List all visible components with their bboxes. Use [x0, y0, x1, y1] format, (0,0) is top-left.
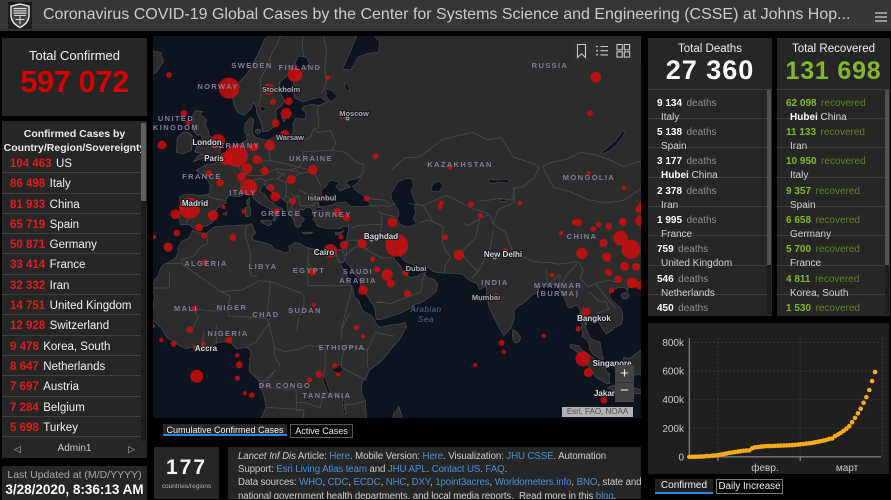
svg-text:ARABIA: ARABIA	[339, 276, 377, 285]
svg-text:Sea: Sea	[418, 315, 434, 324]
svg-text:GERMANY: GERMANY	[212, 141, 260, 150]
svg-text:Istanbul: Istanbul	[308, 194, 337, 203]
svg-text:RUSSIA: RUSSIA	[532, 61, 569, 70]
svg-text:ALGERIA: ALGERIA	[184, 259, 228, 268]
svg-text:GREECE: GREECE	[261, 209, 301, 218]
svg-text:NIGERIA: NIGERIA	[207, 329, 248, 338]
svg-text:800k: 800k	[662, 337, 685, 348]
svg-text:600k: 600k	[662, 366, 685, 377]
svg-text:INDIA: INDIA	[481, 278, 508, 287]
svg-text:SAUDI: SAUDI	[343, 267, 373, 276]
svg-text:NORWAY: NORWAY	[197, 82, 238, 91]
svg-text:UNITED: UNITED	[158, 114, 194, 123]
svg-text:март: март	[836, 463, 859, 474]
svg-text:Stockholm: Stockholm	[262, 85, 301, 94]
svg-text:400k: 400k	[662, 395, 685, 406]
svg-text:февр.: февр.	[751, 462, 778, 474]
svg-text:TANZANIA: TANZANIA	[303, 391, 352, 400]
svg-text:UKRAINE: UKRAINE	[289, 154, 333, 163]
svg-text:New Delhi: New Delhi	[484, 250, 522, 259]
svg-text:Singapore: Singapore	[592, 359, 632, 368]
svg-text:CHAD: CHAD	[252, 310, 279, 319]
svg-text:Bangkok: Bangkok	[577, 314, 611, 323]
svg-text:SUDAN: SUDAN	[288, 306, 322, 315]
svg-text:ITALY: ITALY	[229, 188, 256, 197]
svg-text:ETHIOPIA: ETHIOPIA	[319, 343, 366, 352]
svg-text:Mumbai: Mumbai	[472, 293, 500, 302]
svg-text:LIBYA: LIBYA	[249, 262, 278, 271]
svg-text:0: 0	[678, 452, 684, 463]
svg-text:KAZAKHSTAN: KAZAKHSTAN	[427, 160, 493, 169]
svg-text:KINGDOM: KINGDOM	[153, 123, 199, 132]
svg-text:(BURMA): (BURMA)	[537, 289, 580, 298]
svg-text:London: London	[192, 138, 221, 147]
svg-text:Madrid: Madrid	[182, 199, 208, 208]
svg-text:Warsaw: Warsaw	[276, 133, 304, 142]
svg-text:NIGER: NIGER	[217, 303, 248, 312]
svg-text:CHINA: CHINA	[567, 232, 598, 241]
svg-text:EGYPT: EGYPT	[293, 266, 325, 275]
svg-text:DR CONGO: DR CONGO	[259, 381, 311, 390]
svg-text:TURKEY: TURKEY	[312, 210, 351, 219]
svg-text:Moscow: Moscow	[339, 109, 369, 118]
svg-text:Accra: Accra	[195, 344, 218, 353]
svg-text:FINLAND: FINLAND	[279, 63, 322, 72]
svg-text:FRANCE: FRANCE	[182, 172, 222, 181]
svg-text:Cairo: Cairo	[314, 248, 335, 257]
svg-text:MYANMAR: MYANMAR	[534, 281, 582, 290]
svg-text:Jakarta: Jakarta	[594, 389, 623, 398]
svg-text:SWEDEN: SWEDEN	[231, 61, 272, 70]
svg-text:Paris: Paris	[204, 154, 224, 163]
svg-text:MONGOLIA: MONGOLIA	[563, 173, 615, 182]
svg-text:Arabian: Arabian	[409, 305, 441, 314]
svg-text:200k: 200k	[662, 423, 685, 434]
svg-text:Dubai: Dubai	[406, 264, 427, 273]
svg-text:Baghdad: Baghdad	[364, 232, 398, 241]
svg-text:MALI: MALI	[174, 304, 198, 313]
